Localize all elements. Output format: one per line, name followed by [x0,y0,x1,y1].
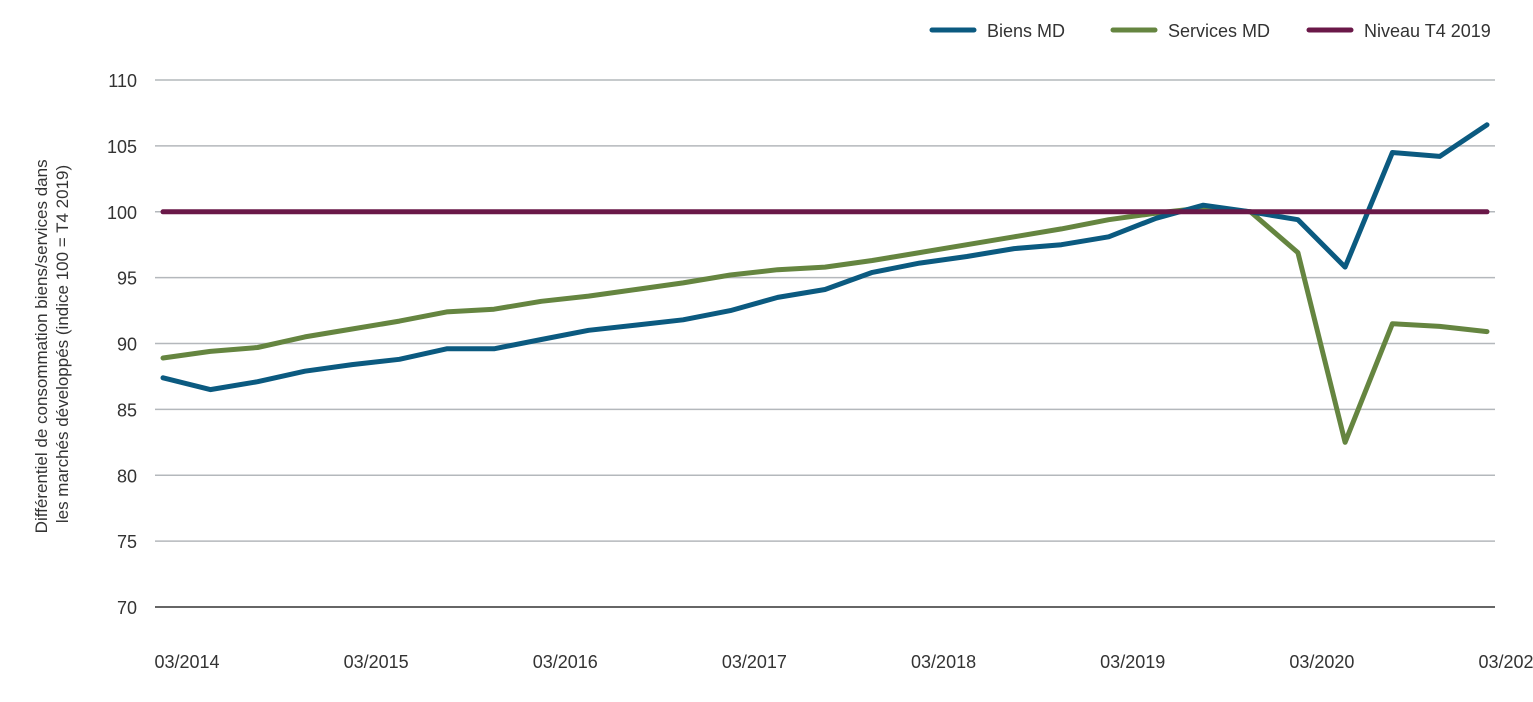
y-tick-labels: 70 75 80 85 90 95 100 105 110 [107,71,137,618]
y-tick-label: 90 [117,335,137,355]
x-tick-label: 03/2017 [722,652,787,672]
legend-label: Services MD [1168,21,1270,41]
y-tick-label: 105 [107,137,137,157]
series-lines [160,122,1490,445]
x-tick-labels: 03/2014 03/2015 03/2016 03/2017 03/2018 03/20… [154,652,1533,672]
x-tick-label: 03/2018 [911,652,976,672]
y-tick-label: 75 [117,532,137,552]
y-tick-label: 110 [108,71,137,91]
y-axis-label: Différentiel de consommation biens/servi… [32,155,72,534]
x-tick-label: 03/2021 [1478,652,1533,672]
x-tick-label: 03/2019 [1100,652,1165,672]
x-tick-label: 03/2015 [344,652,409,672]
legend: Biens MD Services MD Niveau T4 2019 [929,21,1491,41]
y-tick-label: 80 [117,466,137,486]
x-tick-label: 03/2016 [533,652,598,672]
y-tick-label: 95 [117,269,137,289]
series-line-services-md [160,205,1490,445]
legend-label: Niveau T4 2019 [1364,21,1491,41]
y-tick-label: 100 [107,203,137,223]
gridlines [155,79,1495,608]
series-line-biens-md [160,122,1490,393]
x-tick-label: 03/2014 [154,652,219,672]
x-tick-label: 03/2020 [1289,652,1354,672]
y-tick-label: 85 [117,400,137,420]
y-tick-label: 70 [117,598,137,618]
legend-label: Biens MD [987,21,1065,41]
